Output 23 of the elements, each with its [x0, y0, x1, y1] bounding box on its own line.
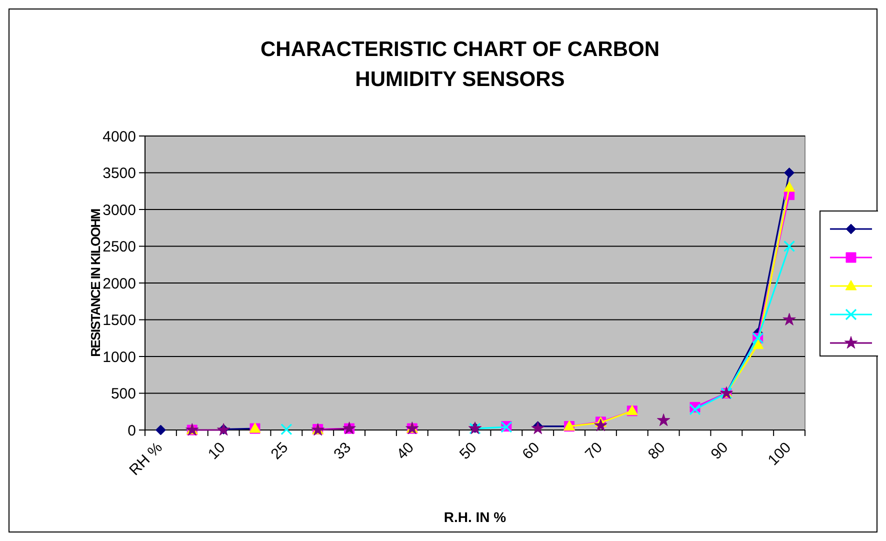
x-tick-label: 40: [394, 439, 418, 463]
y-axis-title: RESISTANCE IN KILOOHM: [88, 209, 103, 357]
x-tick-label: 90: [708, 439, 732, 463]
x-tick-label: 100: [764, 439, 794, 469]
y-tick-label: 1500: [102, 312, 136, 329]
y-tick-label: 0: [128, 422, 136, 440]
x-tick-label: 33: [330, 439, 354, 463]
y-tick-label: 4000: [102, 128, 136, 146]
y-tick-label: 500: [110, 386, 136, 402]
y-tick-label: 1000: [102, 348, 136, 366]
chart-title: CHARACTERISTIC CHART OF CARBON HUMIDITY SENSORS: [260, 38, 660, 91]
y-tick-label: 3500: [102, 165, 136, 182]
x-tick-label: 10: [204, 439, 229, 463]
x-tick-label: 70: [582, 439, 606, 463]
y-tick-label: 2500: [102, 238, 136, 256]
x-tick-label: 50: [456, 439, 480, 463]
x-tick-label: 25: [268, 439, 292, 463]
x-tick-label: 60: [519, 439, 544, 463]
y-tick-label: 3000: [102, 202, 136, 219]
x-tick-label: RH %: [126, 439, 166, 479]
y-tick-label: 2000: [102, 275, 136, 292]
x-tick-label: 80: [644, 439, 669, 463]
x-axis-title: R.H. IN %: [444, 509, 507, 525]
